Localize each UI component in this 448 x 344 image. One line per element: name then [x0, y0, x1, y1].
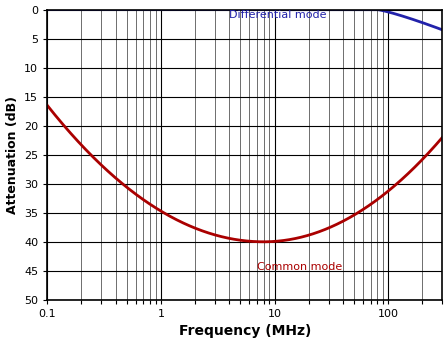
Y-axis label: Attenuation (dB): Attenuation (dB): [5, 96, 18, 214]
Text: Differential mode: Differential mode: [229, 10, 327, 20]
X-axis label: Frequency (MHz): Frequency (MHz): [179, 324, 311, 338]
Text: Common mode: Common mode: [257, 262, 342, 272]
